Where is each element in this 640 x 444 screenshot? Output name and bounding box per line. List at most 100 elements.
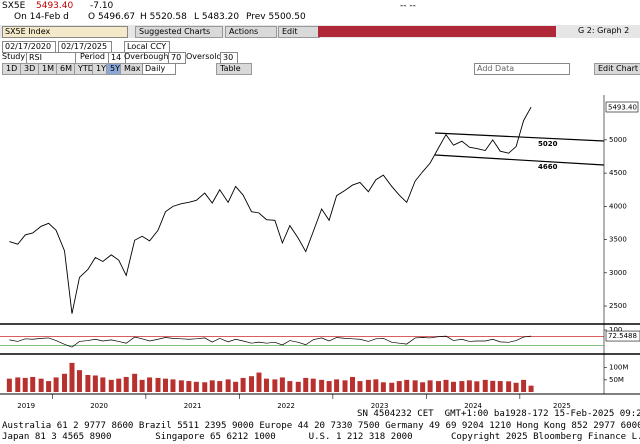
volume-bar bbox=[389, 382, 395, 392]
volume-bar bbox=[342, 380, 348, 392]
volume-bar bbox=[46, 381, 52, 392]
title-bar bbox=[318, 26, 556, 37]
volume-bar bbox=[155, 377, 161, 392]
oversold-label: Oversold bbox=[186, 52, 222, 61]
status: -- -- bbox=[400, 1, 416, 11]
volume-bar bbox=[53, 377, 59, 392]
x-tick-label: 2019 bbox=[17, 402, 35, 410]
volume-bar bbox=[466, 380, 472, 392]
ticker: SX5E bbox=[2, 1, 26, 11]
range-button[interactable]: 1D bbox=[2, 63, 22, 75]
volume-bar bbox=[76, 370, 82, 392]
overbought-label: Overbought bbox=[124, 52, 172, 61]
security-input[interactable]: SX5E Index bbox=[2, 26, 128, 38]
volume-bar bbox=[427, 380, 433, 392]
y-tick-label: 5000 bbox=[609, 136, 627, 144]
study-label: Study bbox=[2, 52, 26, 61]
volume-bar bbox=[319, 379, 325, 392]
volume-bar bbox=[139, 379, 145, 392]
volume-bar bbox=[474, 381, 480, 392]
volume-bar bbox=[132, 373, 138, 392]
volume-bar bbox=[497, 381, 503, 392]
range-button[interactable]: 1M bbox=[38, 63, 58, 75]
range-button[interactable]: 3D bbox=[20, 63, 40, 75]
volume-bar bbox=[202, 382, 208, 392]
session-info: SN 4504232 CET GMT+1:00 ba1928-172 15-Fe… bbox=[357, 409, 640, 419]
volume-bar bbox=[108, 379, 114, 392]
y-tick-label: 100 bbox=[609, 326, 622, 334]
volume-bar bbox=[193, 381, 199, 392]
y-tick-label: 2500 bbox=[609, 302, 627, 310]
volume-bar bbox=[404, 379, 410, 392]
range-button[interactable]: 5Y bbox=[106, 63, 124, 75]
overbought[interactable]: 70 bbox=[168, 52, 186, 64]
contact-line: Australia 61 2 9777 8600 Brazil 5511 239… bbox=[2, 421, 640, 431]
volume-bar bbox=[334, 379, 340, 392]
volume-bar bbox=[178, 380, 184, 392]
annotation: 4660 bbox=[538, 163, 558, 171]
volume-bar bbox=[233, 381, 239, 392]
volume-bar bbox=[450, 381, 456, 392]
chart: 5020 4660 5493.40 2500 3000 3500 4000 4500 50… bbox=[0, 95, 640, 410]
period-label: Period bbox=[80, 52, 105, 61]
y-tick-label: 4500 bbox=[609, 169, 627, 177]
open: O 5496.67 bbox=[88, 12, 136, 22]
volume-bar bbox=[287, 381, 293, 392]
quote-date: On 14-Feb d bbox=[14, 12, 69, 22]
trend-line bbox=[434, 154, 605, 166]
volume-bar bbox=[326, 381, 332, 392]
end-date[interactable]: 02/17/2025 bbox=[58, 41, 112, 53]
high: H 5520.58 bbox=[140, 12, 187, 22]
volume-bar bbox=[279, 377, 285, 392]
table-button[interactable]: Table bbox=[216, 63, 252, 75]
actions-button[interactable]: Actions bbox=[225, 26, 277, 38]
edit-chart-button[interactable]: Edit Chart bbox=[594, 63, 640, 75]
volume-bar bbox=[490, 380, 496, 392]
volume-bar bbox=[295, 381, 301, 392]
volume-bar bbox=[380, 382, 386, 392]
rsi-value-label: 72.5488 bbox=[608, 332, 637, 340]
x-tick-label: 2025 bbox=[553, 402, 571, 410]
volume-bar bbox=[482, 379, 488, 392]
volume-bar bbox=[15, 377, 21, 392]
trend-line bbox=[434, 132, 605, 142]
volume-bar bbox=[217, 381, 223, 392]
volume-bar bbox=[528, 385, 534, 392]
volume-bar bbox=[256, 372, 262, 392]
prev: Prev 5500.50 bbox=[246, 12, 306, 22]
change: -7.10 bbox=[90, 1, 114, 11]
graph-name: G 2: Graph 2 bbox=[578, 26, 630, 35]
y-tick-label: 3500 bbox=[609, 236, 627, 244]
volume-bar bbox=[85, 375, 91, 392]
volume-bar bbox=[459, 381, 465, 392]
x-tick-label: 2024 bbox=[464, 402, 482, 410]
volume-bar bbox=[521, 379, 527, 392]
volume-bar bbox=[116, 378, 122, 392]
add-data[interactable]: Add Data bbox=[474, 63, 570, 75]
edit-button[interactable]: Edit bbox=[278, 26, 320, 38]
y-tick-label: 100M bbox=[609, 364, 628, 372]
range-button[interactable]: 6M bbox=[56, 63, 76, 75]
volume-bar bbox=[303, 377, 309, 392]
last-price-box bbox=[605, 101, 639, 113]
last-price-label: 5493.40 bbox=[608, 104, 637, 112]
currency[interactable]: Local CCY bbox=[124, 41, 170, 53]
range-button[interactable]: Max bbox=[120, 63, 145, 75]
volume-bar bbox=[170, 379, 176, 392]
volume-bar bbox=[209, 380, 215, 392]
volume-bar bbox=[357, 381, 363, 392]
volume-bar bbox=[225, 379, 231, 392]
volume-bar bbox=[38, 378, 44, 392]
frequency[interactable]: Daily bbox=[142, 63, 176, 75]
volume-bar bbox=[443, 379, 449, 392]
volume-bar bbox=[396, 381, 402, 392]
suggested-button[interactable]: Suggested Charts bbox=[135, 26, 223, 38]
x-tick-label: 2020 bbox=[90, 402, 108, 410]
volume-bar bbox=[506, 381, 512, 392]
volume-bar bbox=[22, 377, 28, 392]
x-tick-label: 2021 bbox=[184, 402, 202, 410]
y-tick-label: 4000 bbox=[609, 202, 627, 210]
volume-bar bbox=[513, 382, 519, 392]
volume-bar bbox=[263, 378, 269, 392]
volume-bar bbox=[162, 378, 168, 392]
